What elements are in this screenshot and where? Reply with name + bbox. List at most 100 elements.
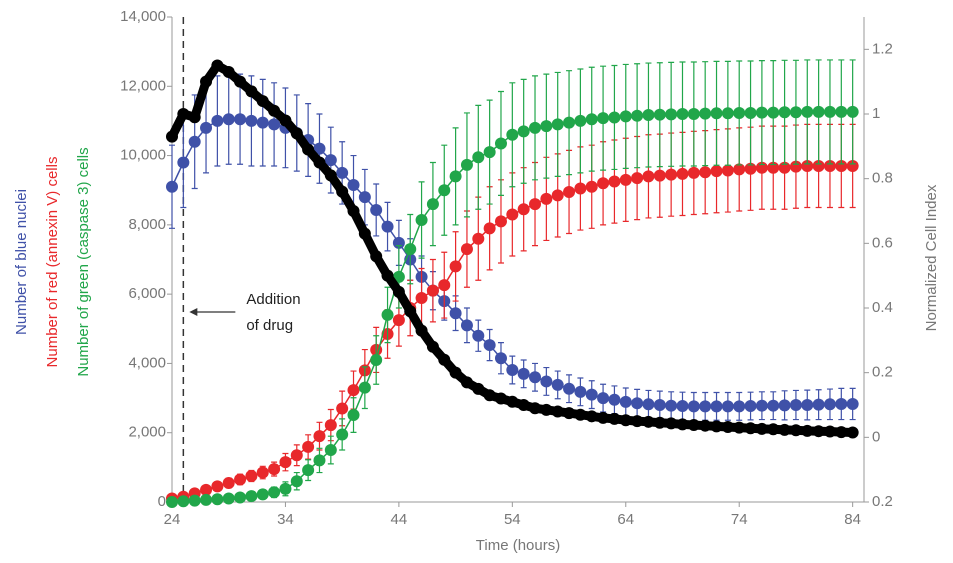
data-point	[324, 169, 337, 182]
data-point	[336, 402, 349, 415]
data-point	[563, 382, 576, 395]
data-point	[597, 411, 610, 424]
data-point	[256, 466, 269, 479]
data-point	[290, 449, 303, 462]
y2-tick-label: 0.6	[872, 234, 893, 251]
data-point	[506, 364, 519, 377]
data-point	[551, 118, 564, 131]
data-point	[699, 166, 712, 179]
data-point	[733, 163, 746, 176]
y-tick-label: 0	[158, 493, 166, 510]
data-point	[358, 227, 371, 240]
data-point	[256, 116, 269, 129]
data-point	[415, 214, 428, 227]
data-point	[200, 75, 213, 88]
y-tick-label: 4,000	[128, 354, 166, 371]
data-point	[733, 106, 746, 119]
data-point	[188, 135, 201, 148]
y2-axis-label: Normalized Cell Index	[923, 184, 940, 331]
data-point	[472, 382, 485, 395]
data-point	[302, 464, 315, 477]
data-point	[347, 409, 360, 422]
data-point	[835, 426, 848, 439]
data-point	[551, 378, 564, 391]
data-point	[585, 180, 598, 193]
data-point	[665, 108, 678, 121]
data-point	[744, 400, 757, 413]
data-point	[483, 146, 496, 159]
data-point	[653, 169, 666, 182]
data-point	[642, 398, 655, 411]
data-point	[665, 399, 678, 412]
data-point	[574, 385, 587, 398]
data-point	[755, 422, 768, 435]
data-point	[177, 156, 190, 169]
data-point	[812, 105, 825, 118]
data-point	[494, 137, 507, 150]
data-point	[370, 353, 383, 366]
data-point	[279, 114, 292, 127]
data-point	[302, 143, 315, 156]
data-point	[721, 400, 734, 413]
data-point	[324, 419, 337, 432]
y-axis-label: Number of red (annexin V) cells	[44, 157, 61, 368]
data-point	[653, 399, 666, 411]
data-point	[551, 189, 564, 202]
x-tick-label: 74	[731, 511, 748, 528]
data-point	[540, 192, 553, 205]
data-point	[619, 414, 632, 427]
data-point	[268, 104, 281, 117]
y-axis-label: Number of blue nuclei	[13, 189, 30, 335]
data-point	[200, 483, 213, 496]
data-point	[789, 399, 802, 411]
data-point	[200, 121, 213, 134]
data-point	[472, 151, 485, 164]
data-point	[494, 392, 507, 405]
data-point	[313, 430, 326, 443]
y-tick-label: 8,000	[128, 216, 166, 233]
data-point	[755, 399, 768, 412]
data-point	[653, 416, 666, 429]
y-tick-label: 2,000	[128, 424, 166, 441]
data-point	[585, 113, 598, 126]
data-point	[449, 366, 462, 379]
data-point	[483, 222, 496, 235]
data-point	[778, 399, 791, 412]
data-point	[699, 107, 712, 120]
data-point	[597, 177, 610, 190]
data-point	[789, 106, 802, 119]
data-point	[767, 399, 780, 412]
y-tick-label: 6,000	[128, 285, 166, 302]
data-point	[721, 107, 734, 120]
data-point	[676, 418, 689, 431]
data-point	[234, 113, 247, 126]
data-point	[812, 159, 825, 172]
data-point	[381, 220, 394, 233]
data-point	[835, 105, 848, 118]
data-point	[823, 159, 836, 172]
data-point	[778, 423, 791, 436]
data-point	[801, 424, 814, 437]
data-point	[472, 329, 485, 342]
data-point	[529, 402, 542, 415]
data-point	[597, 112, 610, 125]
data-point	[710, 107, 723, 120]
data-point	[426, 284, 439, 297]
data-point	[347, 179, 360, 192]
data-point	[472, 232, 485, 245]
data-point	[846, 159, 859, 172]
data-point	[392, 285, 405, 298]
data-point	[279, 456, 292, 469]
data-point	[290, 127, 303, 140]
y2-tick-label: 0.2	[872, 493, 893, 510]
data-point	[404, 305, 417, 318]
data-point	[812, 425, 825, 438]
data-point	[619, 395, 632, 408]
data-point	[563, 407, 576, 420]
data-point	[188, 111, 201, 124]
data-point	[245, 114, 258, 127]
x-axis-label: Time (hours)	[476, 537, 560, 554]
data-point	[665, 417, 678, 430]
data-point	[494, 352, 507, 365]
data-point	[540, 120, 553, 133]
